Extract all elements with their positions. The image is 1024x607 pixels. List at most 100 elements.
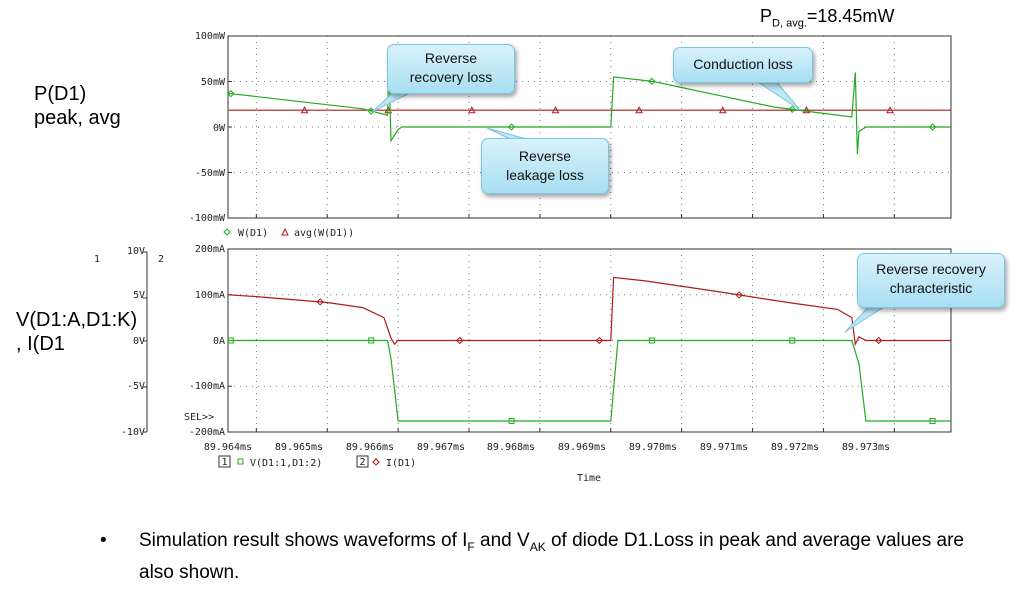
top-panel-label: P(D1) peak, avg <box>34 82 121 130</box>
callout-text: leakage loss <box>506 167 584 183</box>
series-marker-triangle <box>467 106 476 114</box>
legend-diamond-icon <box>372 458 380 466</box>
footnote-part: and V <box>474 530 530 551</box>
top-ytick-label: -50mW <box>195 168 226 179</box>
series-marker-triangle <box>718 106 727 114</box>
callout-text: Reverse recovery <box>876 261 986 277</box>
legend-2-box <box>356 455 369 468</box>
series-marker-triangle <box>802 106 811 114</box>
x-tick-label: 89.973ms <box>842 442 890 453</box>
callout-conduction-loss: Conduction loss <box>673 47 813 83</box>
i-ytick-label: -200mA <box>189 427 225 438</box>
series-marker-diamond <box>928 123 937 131</box>
callout-text: Reverse <box>518 148 572 164</box>
series-marker-diamond <box>735 291 743 299</box>
x-tick-label: 89.970ms <box>629 442 677 453</box>
legend-diamond-icon <box>223 228 231 236</box>
legend-current: I(D1) <box>386 458 416 469</box>
top-label-line1: P(D1) <box>34 83 87 105</box>
legend-2-num: 2 <box>359 457 365 468</box>
footnote-sub: F <box>467 539 475 554</box>
series-marker-triangle <box>300 106 309 114</box>
bottom-label-line1: V(D1:A,D1:K) <box>16 309 138 331</box>
series-marker-square <box>227 337 234 344</box>
legend-1-num: 1 <box>221 457 227 468</box>
x-tick-label: 89.971ms <box>700 442 748 453</box>
i-ytick-label: -100mA <box>189 381 225 392</box>
top-legend-avg: avg(W(D1)) <box>294 228 354 239</box>
top-y-axis: 100mW 50mW 0W -50mW -100mW <box>189 31 226 224</box>
legend-voltage: V(D1:1,D1:2) <box>250 458 322 469</box>
v-ytick-label: 5V <box>133 290 145 301</box>
top-legend-w: W(D1) <box>238 228 268 239</box>
series-marker-triangle <box>886 106 894 114</box>
bottom-label-line2: , I(D1 <box>16 333 65 355</box>
callout-text: recovery loss <box>409 69 493 85</box>
x-axis-title: Time <box>577 473 601 484</box>
bottom-legend: 1 V(D1:1,D1:2) 2 I(D1) Time <box>218 455 601 484</box>
bullet: • <box>100 530 107 551</box>
legend-triangle-icon <box>281 227 289 236</box>
top-legend: W(D1) avg(W(D1)) <box>223 227 354 239</box>
callout-text: characteristic <box>889 280 973 296</box>
callout-reverse-leakage-loss: Reverse leakage loss <box>481 138 609 194</box>
callout-text: Reverse <box>424 50 478 66</box>
axis-1-header: 1 <box>94 254 100 265</box>
bottom-y-axis-voltage: 1 2 10V 5V 0V -5V -10V <box>94 246 164 438</box>
series-marker-square <box>929 418 936 425</box>
series-line-v-d1-1-d1-2- <box>228 339 951 422</box>
pd-avg-readout: PD, avg.=18.45mW <box>760 6 894 30</box>
series-marker-square <box>648 337 655 344</box>
top-ytick-label: 0W <box>213 123 226 134</box>
series-marker-diamond <box>316 298 324 306</box>
i-ytick-label: 100mA <box>195 290 225 301</box>
bottom-panel-label: V(D1:A,D1:K) , I(D1 <box>16 308 137 356</box>
footnote-text: Simulation result shows waveforms of IF … <box>139 528 979 586</box>
pd-avg-subscript: D, avg. <box>772 17 807 30</box>
v-ytick-label: -10V <box>121 427 145 438</box>
v-ytick-label: 0V <box>133 336 145 347</box>
pd-avg-value: =18.45mW <box>806 6 895 26</box>
top-ytick-label: -100mW <box>189 213 226 224</box>
series-marker-diamond <box>788 105 796 114</box>
series-marker-square <box>789 337 796 344</box>
footnote-part: of diode D1.Loss in peak and average val… <box>139 530 964 583</box>
bottom-series-group <box>227 276 951 425</box>
top-label-line2: peak, avg <box>34 107 121 129</box>
x-tick-label: 89.969ms <box>558 442 606 453</box>
x-tick-label: 89.966ms <box>346 442 394 453</box>
top-ytick-label: 50mW <box>201 77 226 88</box>
series-marker-diamond <box>367 107 375 115</box>
x-tick-label: 89.967ms <box>417 442 465 453</box>
series-marker-square <box>508 418 515 425</box>
i-ytick-label: 200mA <box>195 244 225 255</box>
callout-text: Conduction loss <box>693 56 793 72</box>
sel-marker[interactable]: SEL>> <box>184 412 214 423</box>
footnote-sub: AK <box>529 539 546 554</box>
pd-avg-label: P <box>760 6 773 26</box>
x-tick-label: 89.968ms <box>487 442 535 453</box>
series-marker-diamond <box>874 336 883 345</box>
v-ytick-label: 10V <box>127 246 145 257</box>
x-axis: 89.964ms 89.965ms 89.966ms 89.967ms 89.9… <box>204 442 890 453</box>
footnote-part: Simulation result shows waveforms of I <box>139 530 468 551</box>
series-marker-diamond <box>456 336 464 345</box>
bottom-y-axis-current: 200mA 100mA 0A -100mA -200mA SEL>> <box>184 244 225 438</box>
callout-tails <box>371 79 892 333</box>
series-marker-diamond <box>507 123 516 131</box>
legend-square-icon <box>237 458 244 465</box>
series-marker-diamond <box>648 77 656 86</box>
callout-tail <box>753 79 801 111</box>
x-tick-label: 89.972ms <box>771 442 819 453</box>
legend-1-box <box>218 455 231 468</box>
top-ytick-label: 100mW <box>195 31 226 42</box>
x-tick-label: 89.965ms <box>275 442 323 453</box>
series-marker-diamond <box>227 89 235 98</box>
callout-reverse-recovery-loss: Reverse recovery loss <box>387 44 515 94</box>
series-line-i-d1- <box>227 276 951 347</box>
series-marker-square <box>368 337 375 344</box>
axis-2-header: 2 <box>158 254 164 265</box>
v-ytick-label: -5V <box>127 381 145 392</box>
series-marker-triangle <box>635 106 643 114</box>
